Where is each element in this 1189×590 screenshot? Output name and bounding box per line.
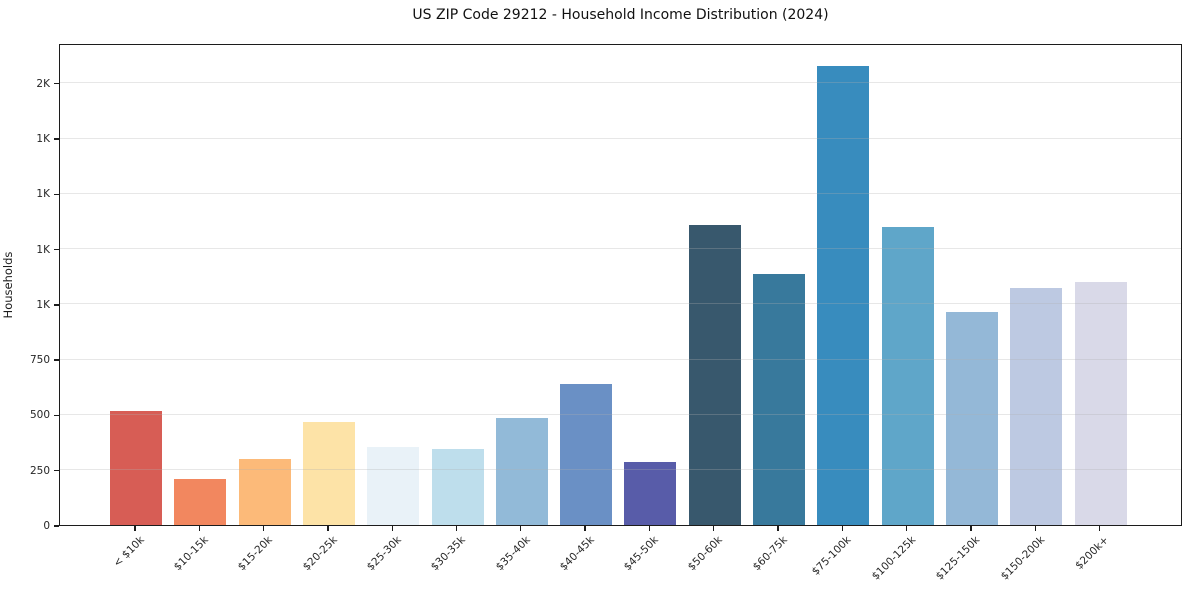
bar-$60-75k — [753, 274, 805, 525]
y-tick-label: 1K — [36, 188, 50, 201]
gridline-2000 — [60, 82, 1181, 84]
y-tick-label: 750 — [29, 354, 50, 367]
chart-title: US ZIP Code 29212 - Household Income Dis… — [412, 7, 829, 23]
bar-$125-150k — [945, 311, 998, 525]
bar-$15-20k — [238, 458, 291, 525]
plot-area — [59, 44, 1182, 526]
x-tick-mark-$35-40k — [520, 526, 522, 531]
x-tick-mark-$25-30k — [391, 526, 393, 531]
x-tick-mark-$20-25k — [327, 526, 329, 531]
y-tick-label: 500 — [29, 409, 50, 422]
gridline-500 — [60, 413, 1181, 415]
x-tick-mark-$40-45k — [584, 526, 586, 531]
y-tick-mark-1500 — [54, 193, 59, 196]
x-tick-label: $25-30k — [364, 534, 404, 574]
x-tick-mark-< $10k — [134, 526, 136, 531]
x-tick-label: $10-15k — [171, 534, 211, 574]
x-tick-mark-$30-35k — [455, 526, 458, 531]
bar-< $10k — [110, 411, 162, 525]
x-tick-label: $75-100k — [809, 534, 854, 578]
x-tick-mark-$150-200k — [1034, 526, 1036, 531]
gridline-750 — [60, 358, 1181, 360]
y-tick-mark-500 — [54, 414, 59, 417]
x-tick-mark-$200k+ — [1098, 526, 1101, 531]
y-tick-label: 0 — [43, 520, 50, 532]
x-tick-label: $40-45k — [557, 534, 597, 574]
x-tick-mark-$45-50k — [648, 526, 651, 531]
x-tick-mark-$100-125k — [905, 526, 908, 531]
bar-$150-200k — [1010, 288, 1063, 525]
x-tick-label: $60-75k — [750, 534, 790, 574]
y-tick-label: 1K — [36, 133, 50, 146]
bar-$30-35k — [431, 448, 484, 525]
bar-$200k+ — [1074, 281, 1127, 525]
x-tick-label: $200k+ — [1073, 534, 1111, 572]
x-tick-label: $100-125k — [869, 534, 919, 583]
x-tick-label: < $10k — [110, 534, 147, 570]
bar-$45-50k — [624, 462, 677, 525]
x-tick-mark-$15-20k — [262, 526, 265, 531]
x-tick-label: $30-35k — [428, 534, 468, 574]
gridline-250 — [60, 469, 1181, 471]
bar-$25-30k — [367, 446, 420, 525]
x-tick-label: $50-60k — [686, 534, 726, 574]
x-tick-label: $35-40k — [493, 534, 533, 574]
x-tick-mark-$60-75k — [777, 526, 779, 531]
bar-$75-100k — [817, 66, 870, 525]
x-tick-mark-$75-100k — [841, 526, 843, 531]
y-tick-label: 1K — [36, 243, 50, 256]
y-tick-mark-1000 — [54, 304, 59, 306]
y-tick-mark-1250 — [54, 248, 59, 251]
gridline-1500 — [60, 192, 1181, 194]
bar-$10-15k — [174, 478, 227, 525]
bar-$50-60k — [688, 225, 741, 525]
bar-$20-25k — [302, 422, 355, 525]
y-tick-label: 1K — [36, 298, 50, 311]
bar-$100-125k — [881, 226, 934, 525]
x-tick-mark-$125-150k — [970, 526, 972, 531]
x-tick-mark-$10-15k — [198, 526, 200, 531]
y-tick-mark-250 — [54, 470, 59, 472]
gridline-1750 — [60, 137, 1181, 139]
y-tick-mark-2000 — [54, 83, 59, 85]
x-tick-label: $15-20k — [235, 534, 276, 574]
y-tick-label: 2K — [36, 77, 50, 90]
y-tick-mark-750 — [54, 359, 59, 361]
x-tick-mark-$50-60k — [713, 526, 715, 531]
gridline-1000 — [60, 303, 1181, 305]
x-tick-label: $150-200k — [998, 534, 1047, 583]
x-tick-label: $20-25k — [300, 534, 340, 574]
bar-$35-40k — [495, 417, 548, 525]
bar-$40-45k — [560, 383, 613, 525]
x-tick-label: $45-50k — [621, 534, 661, 574]
y-tick-mark-1750 — [54, 138, 59, 140]
x-tick-label: $125-150k — [933, 534, 983, 583]
gridline-1250 — [60, 248, 1181, 250]
y-tick-label: 250 — [29, 464, 50, 477]
y-tick-mark-0 — [54, 525, 59, 527]
